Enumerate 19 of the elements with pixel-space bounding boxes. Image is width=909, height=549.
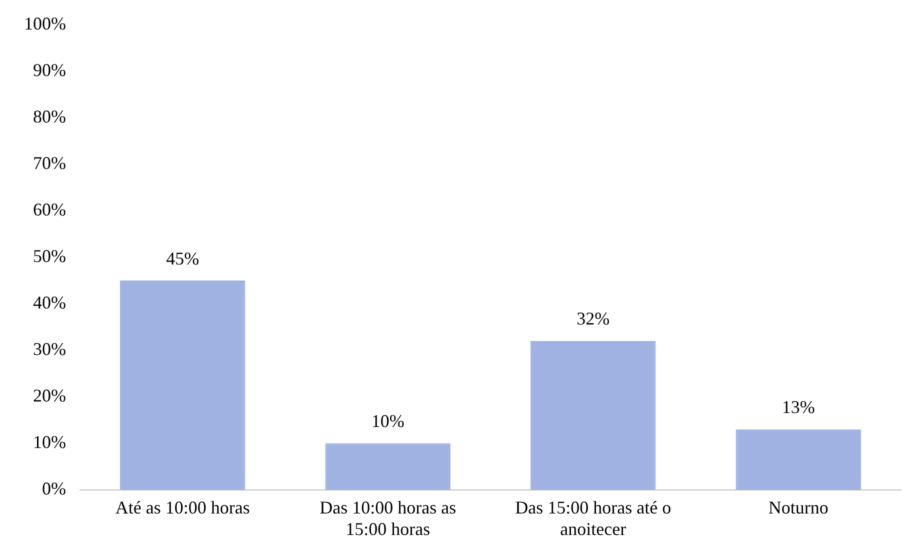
x-tick-label: Noturno [768,497,828,518]
x-tick-label: Das 10:00 horas as 15:00 horas [320,497,456,539]
data-label: 32% [576,308,610,329]
y-tick-label: 40% [32,292,66,313]
y-tick-label: 70% [32,153,66,174]
y-tick-label: 90% [32,60,66,80]
y-tick-label: 10% [32,432,66,452]
y-tick-label: 100% [24,14,66,34]
x-tick-label: Das 15:00 horas até o anoitecer [515,497,672,539]
y-tick-label: 50% [32,246,66,266]
y-tick-label: 80% [32,106,66,127]
y-tick-label: 30% [32,339,66,360]
y-tick-label: 20% [32,386,66,406]
x-tick-label: Até as 10:00 horas [115,497,250,518]
data-label: 13% [782,397,815,418]
y-tick-label: 0% [42,478,66,499]
data-label: 45% [166,248,200,268]
y-tick-label: 60% [32,200,66,220]
data-label: 10% [371,411,404,432]
